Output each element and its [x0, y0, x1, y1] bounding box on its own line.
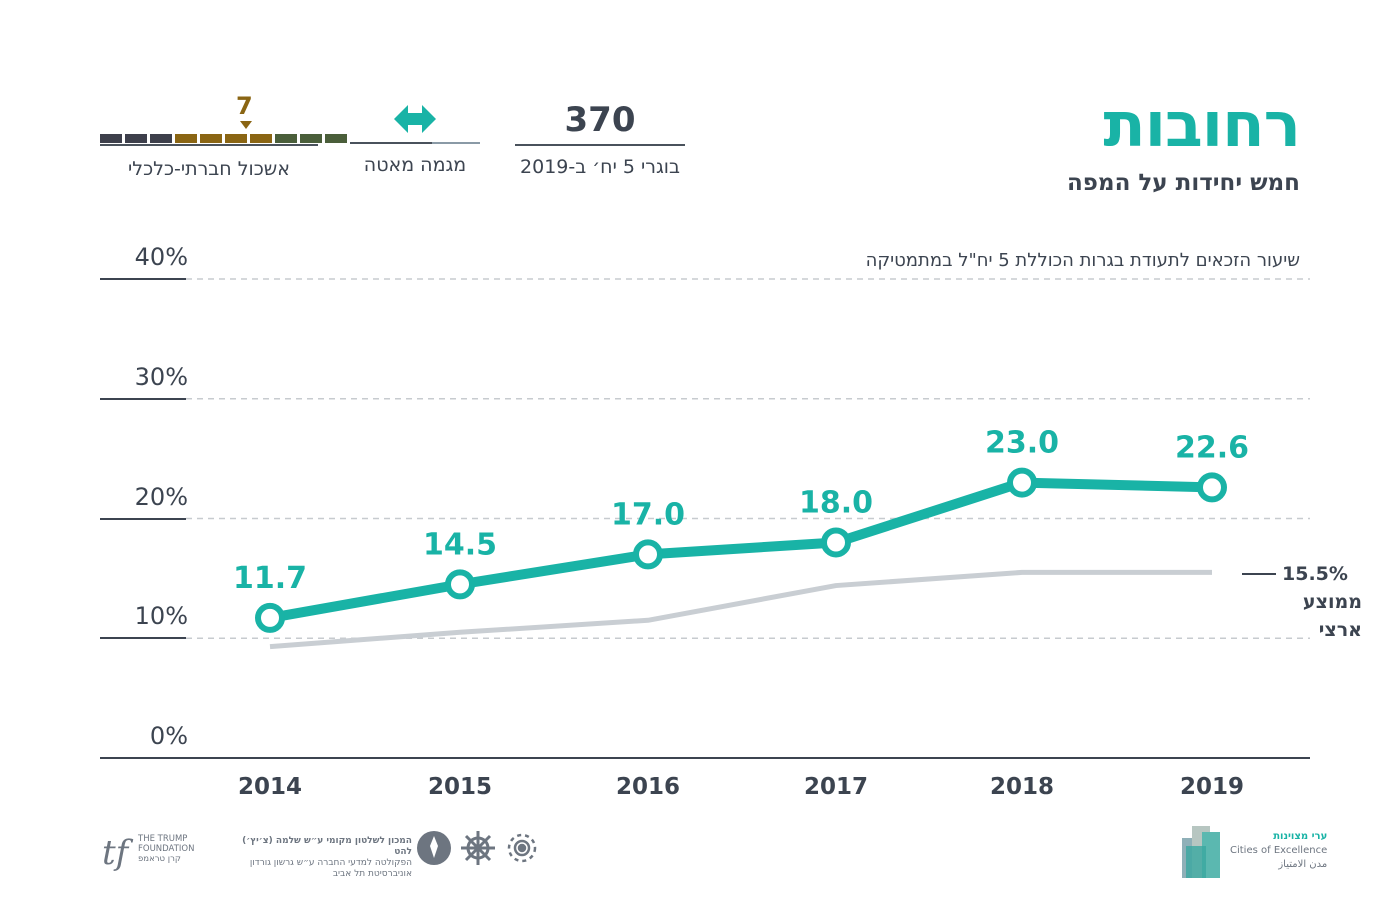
y-tick-rule: [100, 517, 186, 520]
cluster-segment: [275, 134, 297, 143]
gear-emblem-icon: [507, 833, 537, 863]
average-leader-line: [1242, 573, 1276, 575]
y-tick-rule: [100, 278, 186, 280]
cluster-segment: [300, 134, 322, 143]
y-tick-label: 30%: [134, 362, 188, 391]
y-tick-label: 10%: [134, 602, 188, 631]
x-tick-label: 2017: [804, 774, 868, 800]
university-emblems: [417, 831, 537, 865]
national-average-line: [269, 569, 1212, 650]
data-point: [1197, 472, 1227, 503]
trump-line-3: קרן טראמפ: [138, 854, 181, 864]
rehovot-line: [269, 477, 1213, 623]
trend-divider-accent: [432, 142, 480, 144]
svg-text:tf: tf: [102, 833, 134, 873]
x-tick-label: 2019: [1180, 774, 1244, 800]
kpi-graduates: 370 בוגרי 5 יח׳ ב-2019: [515, 100, 685, 178]
cities-arabic: مدن الامتياز: [1278, 859, 1328, 870]
cluster-segment: [125, 134, 147, 143]
data-label: 11.7: [233, 561, 307, 596]
data-label: 23.0: [985, 426, 1059, 461]
page-title: רחובות: [1103, 88, 1301, 161]
y-tick-rule: [100, 637, 186, 640]
cities-of-excellence-text: ערי מצוינות Cities of Excellence مدن الا…: [1230, 830, 1327, 872]
average-label-line-2: ארצי: [1318, 619, 1362, 641]
chart-title: שיעור הזכאים לתעודת בגרות הכוללת 5 יח"ל …: [865, 250, 1300, 271]
institute-line-1: המכון לשלטון מקומי ע״ש שלמה (צ׳יץ׳) להט: [242, 836, 412, 857]
cluster-marker-icon: [240, 121, 252, 129]
cluster-label: אשכול חברתי-כלכלי: [128, 158, 290, 180]
x-tick-label: 2015: [428, 774, 492, 800]
double-arrow-icon: [350, 100, 480, 142]
data-point: [255, 602, 285, 633]
cluster-segment: [150, 134, 172, 143]
cluster-segment: [100, 134, 122, 143]
cluster-segment: [200, 134, 222, 143]
cluster-segment: [250, 134, 272, 143]
cluster-segment: [175, 134, 197, 143]
national-average-legend: 15.5% ממוצע ארצי: [1242, 560, 1362, 644]
data-point: [445, 569, 475, 600]
data-point: [1007, 467, 1037, 498]
graduates-value: 370: [564, 100, 636, 140]
kpi-trend: מגמה מאטה: [350, 100, 480, 176]
trump-line-2: FOUNDATION: [138, 844, 195, 854]
data-label: 17.0: [611, 497, 685, 532]
data-point: [633, 539, 663, 570]
page-subtitle: חמש יחידות על המפה: [1067, 170, 1300, 196]
cities-of-excellence-logo-icon: [1182, 826, 1220, 878]
y-tick-rule: [100, 397, 186, 400]
average-label-line-1: ממוצע: [1302, 591, 1362, 613]
x-tick-label: 2018: [990, 774, 1054, 800]
x-tick-label: 2014: [238, 774, 302, 800]
tf-monogram-icon: tf: [102, 833, 134, 873]
trump-line-1: THE TRUMP: [138, 834, 188, 844]
institute-line-2: הפקולטה למדעי החברה ע״ש גרשון גורדון: [249, 858, 412, 868]
institute-text: המכון לשלטון מקומי ע״ש שלמה (צ׳יץ׳) להט …: [232, 836, 412, 880]
trend-divider: [350, 142, 480, 144]
institute-line-3: אוניברסיטת תל אביב: [332, 869, 412, 879]
cluster-segment: [325, 134, 347, 143]
y-tick-label: 20%: [134, 482, 188, 511]
graduates-divider: [515, 144, 685, 146]
graduates-label: בוגרי 5 יח׳ ב-2019: [520, 156, 680, 178]
cluster-scale: [100, 134, 347, 143]
cities-english: Cities of Excellence: [1230, 845, 1328, 856]
trend-label: מגמה מאטה: [363, 154, 467, 176]
data-point: [821, 527, 851, 558]
x-tick-label: 2016: [616, 774, 680, 800]
average-value: 15.5%: [1282, 563, 1348, 585]
data-label: 18.0: [799, 485, 873, 520]
y-tick-label: 0%: [149, 722, 188, 750]
snowflake-emblem-icon: [461, 831, 495, 865]
cluster-segment: [225, 134, 247, 143]
data-label: 14.5: [423, 527, 497, 562]
data-label: 22.6: [1175, 430, 1249, 465]
cluster-divider: [100, 144, 318, 146]
y-tick-label: 40%: [134, 243, 188, 271]
trump-foundation-logo: tf THE TRUMP FOUNDATION קרן טראמפ: [102, 828, 222, 878]
cluster-value: 7: [236, 92, 253, 120]
cities-hebrew: ערי מצוינות: [1273, 831, 1328, 842]
